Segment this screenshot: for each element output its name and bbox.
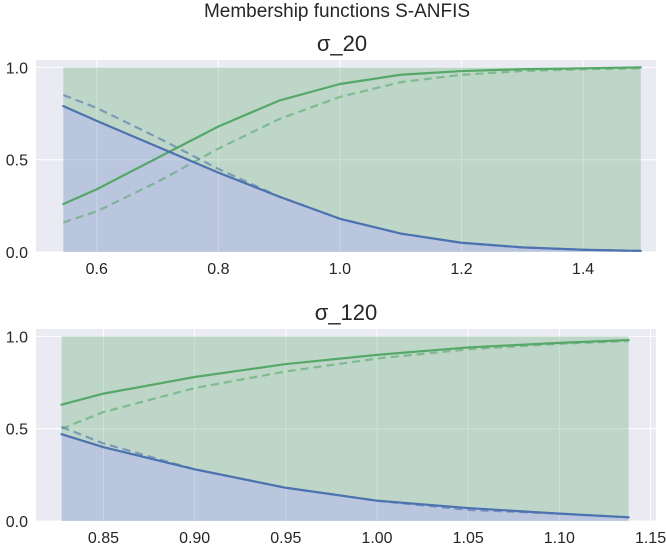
green-solid-series-line bbox=[60, 338, 630, 406]
blue-membership-fill bbox=[63, 106, 641, 253]
x-tick-label: 0.85 bbox=[88, 530, 119, 547]
y-tick-label: 0.0 bbox=[6, 514, 28, 531]
x-tick-label: 1.10 bbox=[544, 530, 575, 547]
y-tick-label: 0.5 bbox=[6, 153, 28, 170]
y-tick-label: 1.0 bbox=[6, 60, 28, 77]
x-tick-label: 1.2 bbox=[450, 261, 472, 278]
figure-title: Membership functions S-ANFIS bbox=[204, 1, 470, 22]
green-dashed-series-line bbox=[61, 339, 629, 430]
green-dashed-series-line bbox=[63, 67, 641, 224]
x-tick-label: 0.90 bbox=[179, 530, 210, 547]
plot-background bbox=[36, 329, 656, 521]
x-tick-label: 1.05 bbox=[453, 530, 484, 547]
subplot-2-title: σ_120 bbox=[315, 300, 378, 325]
green-solid-series-line bbox=[62, 66, 642, 206]
subplot-1-title: σ_20 bbox=[317, 31, 367, 56]
x-tick-label: 1.0 bbox=[329, 261, 351, 278]
x-tick-label: 1.00 bbox=[361, 530, 392, 547]
x-tick-label: 1.4 bbox=[572, 261, 594, 278]
y-tick-label: 0.5 bbox=[6, 422, 28, 439]
y-tick-label: 0.0 bbox=[6, 245, 28, 262]
subplot-sigma-120: 0.85 0.90 0.95 1.00 1.05 1.10 1.15 0.0 0.5 1.0 bbox=[6, 329, 666, 547]
x-tick-label: 0.95 bbox=[270, 530, 301, 547]
x-tick-label: 1.15 bbox=[635, 530, 666, 547]
blue-solid-series-line bbox=[60, 433, 630, 519]
blue-membership-fill bbox=[61, 434, 629, 521]
green-membership-fill bbox=[63, 67, 641, 251]
x-tick-label: 0.6 bbox=[86, 261, 108, 278]
green-membership-fill bbox=[61, 336, 629, 518]
x-tick-label: 0.8 bbox=[207, 261, 229, 278]
subplot-sigma-20: 0.6 0.8 1.0 1.2 1.4 0.0 0.5 1.0 bbox=[6, 60, 656, 278]
blue-solid-series-line bbox=[62, 105, 642, 252]
y-tick-label: 1.0 bbox=[6, 329, 28, 346]
